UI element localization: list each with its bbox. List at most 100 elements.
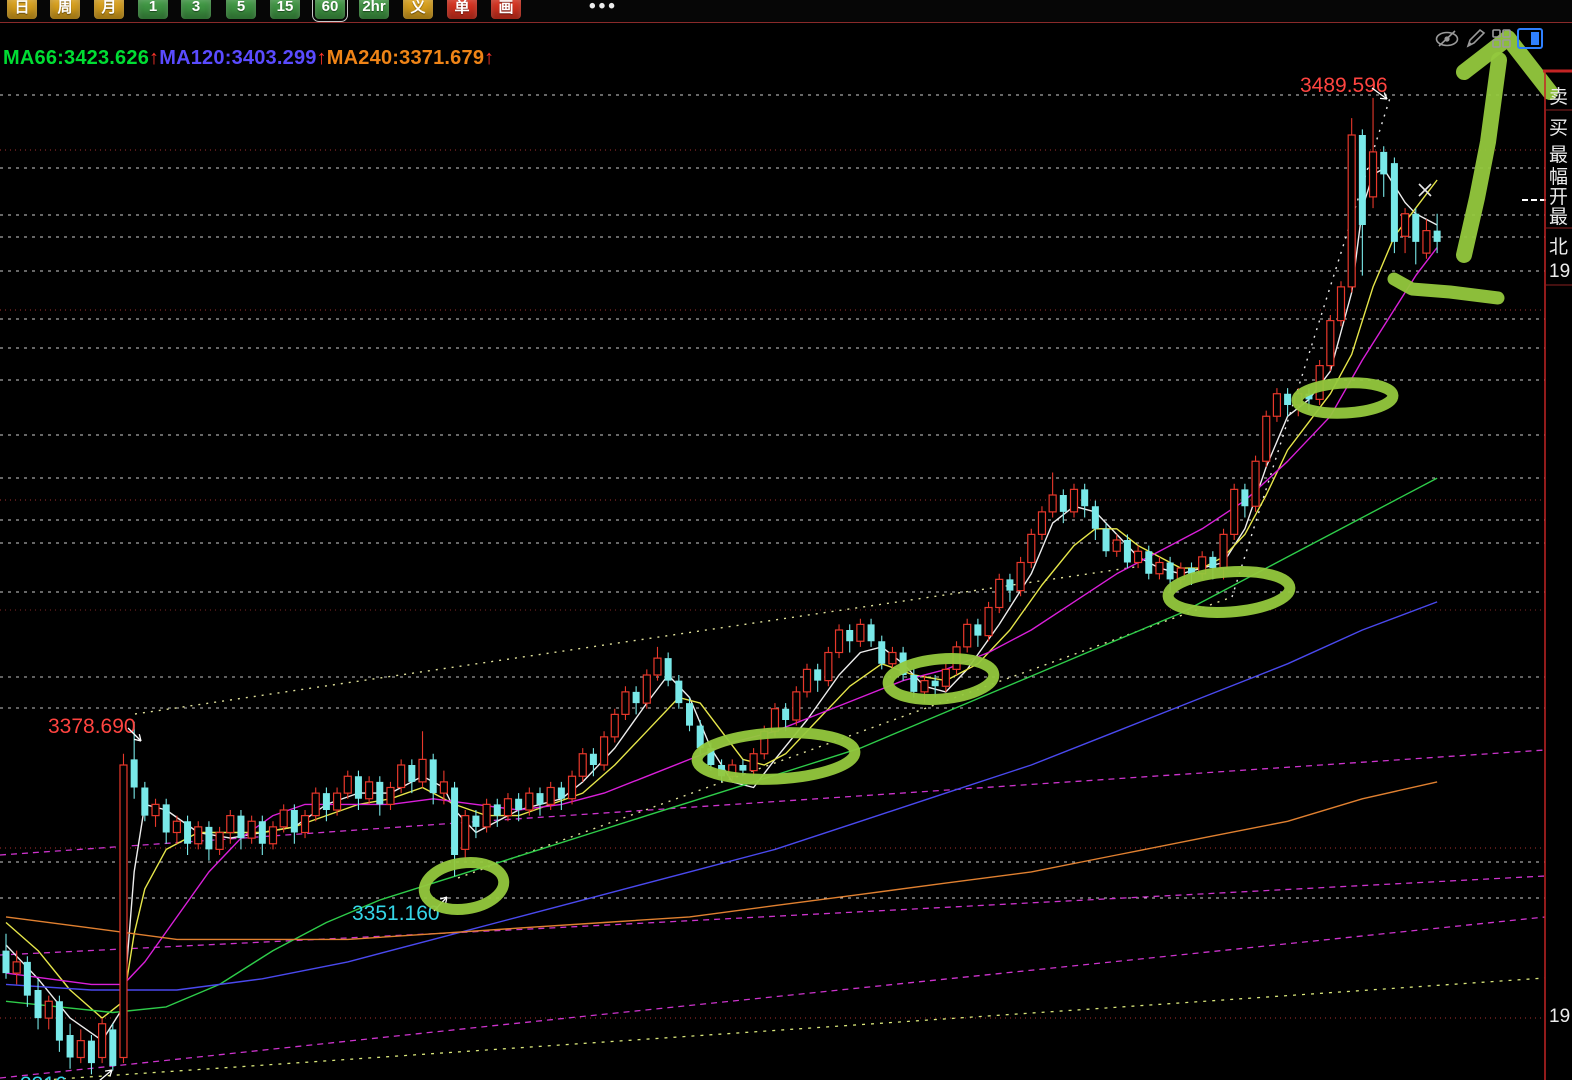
- candle-body: [503, 798, 513, 817]
- panel-toggle-icon[interactable]: [1517, 28, 1543, 49]
- eye-off-icon[interactable]: [1435, 30, 1459, 47]
- candle-body: [98, 1023, 107, 1059]
- candle-body: [1305, 393, 1313, 400]
- candle-body: [2, 950, 10, 974]
- candle-body: [515, 798, 523, 810]
- price-label: 3316: [20, 1073, 67, 1080]
- candle-body: [237, 815, 245, 839]
- candle-body: [365, 781, 374, 800]
- trend-line: [34, 977, 1546, 1080]
- toolbar-button-周[interactable]: 周: [50, 0, 80, 19]
- candle-body: [354, 776, 362, 799]
- ma-label: MA120:3403.299: [159, 47, 317, 69]
- candle-body: [686, 703, 694, 726]
- candle-body: [1166, 562, 1174, 580]
- toolbar-button-15[interactable]: 15: [270, 0, 300, 19]
- candle-body: [675, 680, 683, 704]
- candle-body: [642, 674, 651, 704]
- toolbar-button-2hr[interactable]: 2hr: [359, 0, 389, 19]
- candle-body: [119, 764, 128, 1059]
- candle-body: [749, 753, 758, 772]
- toolbar-button-画[interactable]: 画: [491, 0, 521, 19]
- candle-body: [184, 821, 192, 844]
- candle-body: [23, 961, 31, 996]
- candle-body: [1400, 213, 1410, 237]
- candle-body: [1219, 533, 1228, 569]
- candle-body: [941, 668, 950, 687]
- candle-body: [888, 651, 897, 665]
- grid-icon[interactable]: [1492, 29, 1511, 48]
- trend-line: [0, 749, 1546, 856]
- candle-body: [87, 1040, 95, 1064]
- candle-body: [439, 781, 448, 794]
- candle-body: [397, 764, 406, 789]
- panel-field-label: 幅: [1549, 166, 1568, 188]
- toolbar-button-1[interactable]: 1: [138, 0, 168, 19]
- toolbar-button-3[interactable]: 3: [181, 0, 211, 19]
- candle-body: [1112, 539, 1121, 552]
- toolbar-button-义[interactable]: 义: [403, 0, 433, 19]
- label-arrow: [127, 727, 142, 742]
- candle-body: [12, 961, 21, 974]
- ma-label: MA240:3371.679: [326, 47, 485, 69]
- candle-body: [1336, 286, 1346, 322]
- annotation-circle: [691, 727, 861, 785]
- candle-body: [984, 606, 993, 637]
- candle-body: [34, 990, 42, 1019]
- candle-body: [408, 765, 416, 782]
- candle-body: [172, 820, 181, 834]
- chart-tool-icons: [1435, 28, 1543, 49]
- toolbar-button-单[interactable]: 单: [447, 0, 477, 19]
- annotation-circle: [882, 653, 1000, 705]
- label-arrow-head: [134, 738, 142, 742]
- toolbar-button-日[interactable]: 日: [7, 0, 37, 19]
- candle-body: [1380, 151, 1388, 175]
- toolbar-button-月[interactable]: 月: [94, 0, 124, 19]
- label-arrow: [1371, 87, 1388, 100]
- candle-body: [920, 680, 929, 693]
- candle-body: [995, 578, 1004, 609]
- candle-body: [76, 1040, 85, 1059]
- candle-body: [621, 691, 630, 715]
- label-arrow-head: [104, 1069, 113, 1072]
- candle-body: [429, 759, 437, 794]
- candle-body: [707, 748, 715, 765]
- panel-field-label: 最: [1549, 207, 1568, 228]
- period-toolbar: ••• 日周月 1 3 5 15 60 2hr 义单画: [0, 0, 1572, 23]
- toolbar-button-5[interactable]: 5: [226, 0, 256, 19]
- candle-body: [546, 786, 555, 805]
- label-arrow-head: [440, 896, 448, 900]
- candle-body: [1358, 135, 1366, 225]
- up-arrow-icon: ↑: [149, 47, 160, 69]
- pencil-icon[interactable]: [1466, 28, 1486, 48]
- candle-body: [1069, 488, 1079, 513]
- ma-green-line: [5, 477, 1438, 1014]
- candle-body: [1037, 511, 1047, 535]
- candle-body: [567, 775, 577, 800]
- panel-field-label: 19: [1549, 261, 1570, 282]
- candle-body: [739, 765, 747, 771]
- annotation-arrow-tail: [1456, 52, 1507, 263]
- label-arrow-head: [138, 734, 142, 742]
- candle-body: [1133, 550, 1143, 564]
- candle-body: [482, 803, 491, 828]
- label-arrow-head: [1379, 97, 1388, 100]
- price-label: 3489.596: [1300, 74, 1388, 97]
- candle-body: [1145, 551, 1153, 574]
- candle-body: [525, 792, 534, 811]
- label-arrow: [99, 1069, 113, 1080]
- candle-body: [1284, 393, 1292, 405]
- more-tools-button[interactable]: •••: [589, 0, 618, 17]
- trend-line: [134, 566, 1136, 715]
- candle-body: [162, 804, 170, 833]
- ma-blue-line: [5, 601, 1438, 991]
- candle-body: [632, 691, 640, 704]
- trend-line: [457, 596, 1233, 879]
- candle-body: [1155, 561, 1164, 575]
- ma-label: MA66:3423.626: [3, 47, 150, 69]
- candle-body: [332, 792, 342, 811]
- annotation-stroke: [1387, 272, 1505, 305]
- toolbar-button-60[interactable]: 60: [312, 0, 348, 22]
- candle-body: [792, 691, 801, 721]
